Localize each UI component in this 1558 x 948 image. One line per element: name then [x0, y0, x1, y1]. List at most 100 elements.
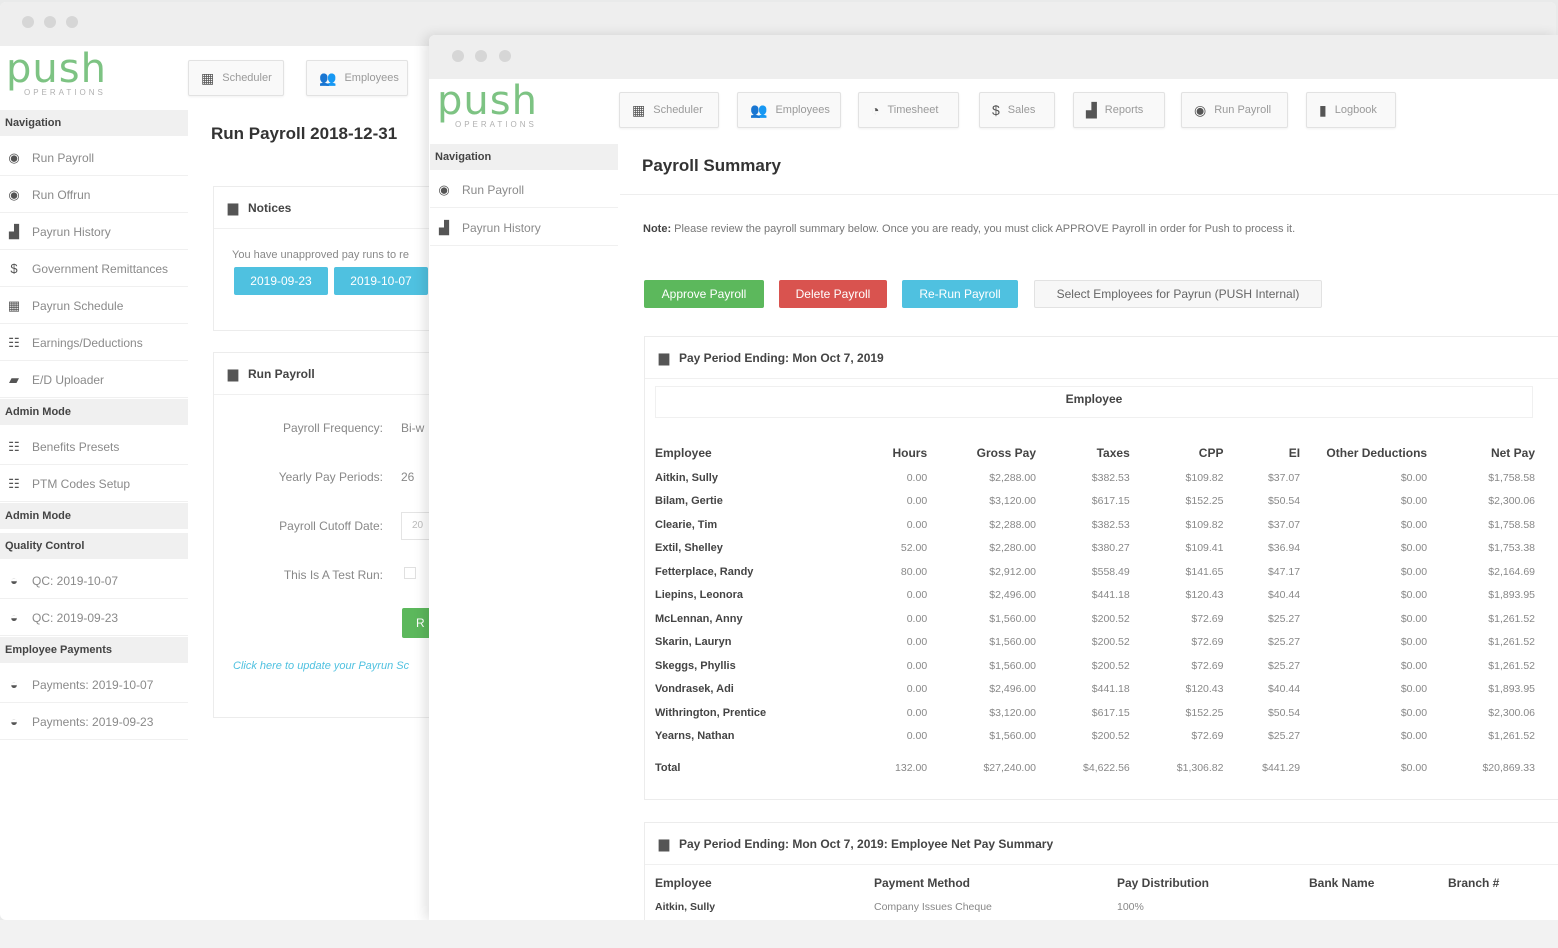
total-cell: 132.00: [895, 762, 928, 774]
cell: $617.15: [1091, 495, 1130, 508]
tab-logbook[interactable]: ▮ Logbook: [1306, 92, 1396, 128]
cell: $2,288.00: [989, 471, 1037, 484]
col-cpp: CPP: [1198, 446, 1224, 460]
cell: $2,280.00: [989, 542, 1037, 555]
cell: 0.00: [906, 706, 928, 719]
update-payrun-link[interactable]: Click here to update your Payrun Sc: [233, 660, 410, 672]
notices-panel: ▆ Notices You have unapproved pay runs t…: [213, 186, 453, 331]
minimize-dot[interactable]: [475, 50, 487, 62]
table-row: Skeggs, Phyllis 0.00 $1,560.00 $200.52 $72.6…: [655, 654, 1535, 678]
cell: $200.52: [1091, 659, 1130, 672]
sidebar-item-label: Earnings/Deductions: [32, 335, 143, 350]
total-cell: $4,622.56: [1083, 762, 1130, 774]
tab-reports[interactable]: ▟ Reports: [1073, 92, 1165, 128]
employee-name: Clearie, Tim: [655, 518, 718, 531]
calendar-icon: ▦: [632, 101, 646, 118]
sidebar-item[interactable]: ◒ Payments: 2019-10-07: [0, 667, 188, 703]
notices-text: You have unapproved pay runs to re: [232, 249, 409, 261]
cell: $0.00: [1400, 589, 1428, 602]
net-pay-table: Employee Payment Method Pay Distribution…: [655, 870, 1535, 918]
cell: $0.00: [1400, 495, 1428, 508]
employee-name: Yearns, Nathan: [655, 730, 735, 743]
notice-date-button[interactable]: 2019-10-07: [334, 267, 428, 295]
back-sidebar: Navigation ◉ Run Payroll ◉ Run Offrun ▟ Payrun…: [0, 110, 188, 750]
sidebar-item[interactable]: ▰ E/D Uploader: [0, 362, 188, 398]
test-run-checkbox[interactable]: [404, 567, 416, 579]
sidebar-item-label: Run Payroll: [32, 150, 95, 165]
col-employee: Employee: [655, 876, 712, 890]
target-icon: ◉: [8, 186, 20, 202]
back-tab-employees[interactable]: 👥 Employees: [306, 60, 408, 96]
chart-icon: ▟: [1086, 101, 1097, 118]
table-row: Fetterplace, Randy 80.00 $2,912.00 $558.49 $…: [655, 560, 1535, 584]
cell: $380.27: [1091, 542, 1130, 555]
sidebar-item-run-payroll[interactable]: ◉ Run Payroll: [430, 172, 618, 208]
tab-run-payroll[interactable]: ◉ Run Payroll: [1181, 92, 1288, 128]
cell: $200.52: [1091, 612, 1130, 625]
briefcase-icon: ▆: [659, 835, 669, 851]
sidebar-item[interactable]: ◒ Payments: 2019-09-23: [0, 704, 188, 740]
cell: 0.00: [906, 730, 928, 743]
cell: $37.07: [1267, 471, 1301, 484]
close-dot[interactable]: [22, 16, 34, 28]
zoom-dot[interactable]: [66, 16, 78, 28]
cell: 0.00: [906, 495, 928, 508]
dollar-icon: $: [10, 261, 18, 276]
cell: 0.00: [906, 683, 928, 696]
minimize-dot[interactable]: [44, 16, 56, 28]
payroll-frequency-value[interactable]: Bi-w: [401, 421, 425, 435]
sidebar-item[interactable]: ◉ Run Offrun: [0, 177, 188, 213]
sidebar-item[interactable]: ▦ Payrun Schedule: [0, 288, 188, 324]
net-pay-header: ▆ Pay Period Ending: Mon Oct 7, 2019: Em…: [645, 823, 1558, 865]
tab-sales[interactable]: $ Sales: [979, 92, 1055, 128]
table-row: Yearns, Nathan 0.00 $1,560.00 $200.52 $72.69…: [655, 725, 1535, 749]
sidebar-item[interactable]: ◒ QC: 2019-10-07: [0, 563, 188, 599]
table-row: McLennan, Anny 0.00 $1,560.00 $200.52 $72.69…: [655, 607, 1535, 631]
sidebar-item[interactable]: ▟ Payrun History: [0, 214, 188, 250]
cell: $0.00: [1400, 706, 1428, 719]
employee-name: Skeggs, Phyllis: [655, 659, 736, 672]
payroll-cutoff-input[interactable]: 20: [401, 512, 431, 540]
nav-section: Navigation: [0, 110, 188, 136]
yearly-pay-periods-value[interactable]: 26: [401, 470, 415, 484]
sidebar-item[interactable]: ◒ QC: 2019-09-23: [0, 600, 188, 636]
cell: $2,912.00: [989, 565, 1037, 578]
approve-payroll-button[interactable]: Approve Payroll: [644, 280, 764, 308]
employee-group-header: Employee: [655, 386, 1533, 418]
table-row: Aitkin, Sully 0.00 $2,288.00 $382.53 $109.82…: [655, 466, 1535, 490]
tab-timesheet[interactable]: ◔ Timesheet: [858, 92, 959, 128]
tab-label: Reports: [1104, 104, 1144, 116]
cell: $25.27: [1267, 659, 1301, 672]
sidebar-item-payrun-history[interactable]: ▟ Payrun History: [430, 210, 618, 246]
notice-date-button[interactable]: 2019-09-23: [234, 267, 328, 295]
cell: 0.00: [906, 471, 928, 484]
target-icon: ◉: [8, 149, 20, 165]
tab-employees[interactable]: 👥 Employees: [737, 92, 841, 128]
sidebar-item[interactable]: ◉ Run Payroll: [0, 140, 188, 176]
cell: $0.00: [1400, 518, 1428, 531]
sidebar-item[interactable]: ☷ Benefits Presets: [0, 429, 188, 465]
sidebar-item-label: QC: 2019-10-07: [32, 573, 119, 588]
dollar-icon: $: [992, 102, 1000, 118]
sidebar-item[interactable]: $ Government Remittances: [0, 251, 188, 287]
cell: $141.65: [1185, 565, 1224, 578]
zoom-dot[interactable]: [499, 50, 511, 62]
cell: $1,893.95: [1488, 683, 1535, 696]
close-dot[interactable]: [452, 50, 464, 62]
sidebar-item[interactable]: ☷ PTM Codes Setup: [0, 466, 188, 502]
cell: $441.18: [1091, 683, 1130, 696]
cell: $25.27: [1267, 612, 1301, 625]
back-tab-scheduler[interactable]: ▦ Scheduler: [188, 60, 284, 96]
rerun-payroll-button[interactable]: Re-Run Payroll: [902, 280, 1018, 308]
payroll-cutoff-label: Payroll Cutoff Date:: [279, 519, 383, 533]
col-payment-method: Payment Method: [874, 876, 971, 890]
tab-scheduler[interactable]: ▦ Scheduler: [619, 92, 719, 128]
table-row: Clearie, Tim 0.00 $2,288.00 $382.53 $109.82 $…: [655, 513, 1535, 537]
select-employees-button[interactable]: Select Employees for Payrun (PUSH Intern…: [1034, 280, 1322, 308]
test-run-label: This Is A Test Run:: [283, 568, 383, 582]
delete-payroll-button[interactable]: Delete Payroll: [779, 280, 887, 308]
sidebar-item[interactable]: ☷ Earnings/Deductions: [0, 325, 188, 361]
col-branch: Branch #: [1448, 876, 1500, 890]
col-bank-name: Bank Name: [1309, 876, 1375, 890]
pay-period-panel: ▆ Pay Period Ending: Mon Oct 7, 2019: [644, 336, 1558, 800]
